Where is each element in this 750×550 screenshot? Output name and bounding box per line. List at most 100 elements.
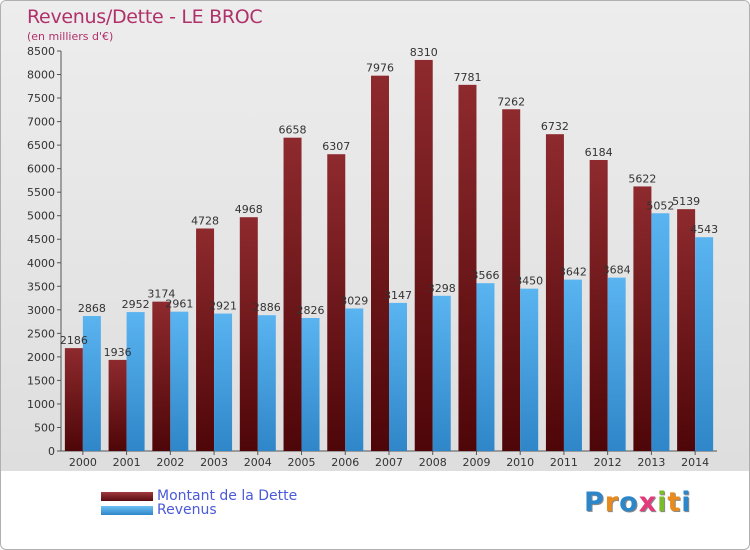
data-label-debt-2012: 6184 <box>585 146 613 159</box>
bar-revenus-2008 <box>432 295 451 451</box>
chart-title: Revenus/Dette - LE BROC <box>27 6 263 28</box>
y-tick-label: 2500 <box>27 327 55 340</box>
data-label-debt-2005: 6658 <box>279 124 307 137</box>
bar-revenus-2001 <box>126 312 145 451</box>
x-tick-label: 2002 <box>156 456 184 469</box>
data-label-revenus-2012: 3684 <box>603 264 631 277</box>
x-tick-label: 2011 <box>550 456 578 469</box>
data-label-revenus-2014: 4543 <box>690 223 718 236</box>
legend-swatch-revenus <box>101 505 153 515</box>
x-tick-label: 2000 <box>69 456 97 469</box>
y-tick-label: 2000 <box>27 351 55 364</box>
logo-letter: o <box>619 487 639 518</box>
data-label-debt-2002: 3174 <box>147 288 175 301</box>
bars <box>64 59 714 452</box>
legend-item-revenus: Revenus <box>101 502 217 518</box>
y-tick-label: 8500 <box>27 45 55 58</box>
bar-debt-2000 <box>64 348 83 451</box>
x-tick-label: 2005 <box>288 456 316 469</box>
x-tick-label: 2014 <box>681 456 709 469</box>
bar-revenus-2010 <box>520 288 539 451</box>
data-label-revenus-2007: 3147 <box>384 289 412 302</box>
logo-letter: P <box>584 487 605 518</box>
data-label-debt-2007: 7976 <box>366 62 394 75</box>
data-label-debt-2013: 5622 <box>628 172 656 185</box>
y-tick-label: 7500 <box>27 92 55 105</box>
y-tick-label: 4500 <box>27 233 55 246</box>
x-tick-label: 2001 <box>113 456 141 469</box>
bar-chart: 0 500 1000 1500 2000 2500 3000 3500 4000 4500 5000… <box>27 45 718 469</box>
data-label-revenus-2005: 2826 <box>297 304 325 317</box>
bar-debt-2010 <box>502 109 521 452</box>
y-tick-label: 7000 <box>27 116 55 129</box>
data-label-debt-2009: 7781 <box>453 71 481 84</box>
y-tick-label: 0 <box>48 445 55 458</box>
y-tick-label: 3500 <box>27 280 55 293</box>
data-label-revenus-2009: 3566 <box>471 269 499 282</box>
proxiti-logo: Proxiti <box>584 487 692 518</box>
bar-debt-2014 <box>677 209 696 451</box>
bar-debt-2001 <box>108 359 127 451</box>
data-label-revenus-2000: 2868 <box>78 302 106 315</box>
data-label-revenus-2013: 5052 <box>646 199 674 212</box>
legend-item-debt: Montant de la Dette <box>101 488 297 504</box>
bar-revenus-2014 <box>695 237 714 451</box>
x-tick-label: 2007 <box>375 456 403 469</box>
y-tick-label: 3000 <box>27 304 55 317</box>
legend-swatch-debt <box>101 491 153 501</box>
logo-letter: t <box>667 487 682 518</box>
data-label-revenus-2004: 2886 <box>253 301 281 314</box>
y-tick-label: 6000 <box>27 163 55 176</box>
bar-debt-2005 <box>283 137 302 451</box>
bar-revenus-2007 <box>389 302 407 451</box>
logo-letter: r <box>604 487 620 518</box>
y-tick-label: 4000 <box>27 257 55 270</box>
x-tick-label: 2004 <box>244 456 272 469</box>
bar-debt-2011 <box>545 134 564 451</box>
data-label-revenus-2003: 2921 <box>209 300 237 313</box>
y-tick-label: 8000 <box>27 69 55 82</box>
data-label-debt-2000: 2186 <box>60 334 88 347</box>
bar-revenus-2012 <box>607 277 626 451</box>
data-label-debt-2008: 8310 <box>410 46 438 59</box>
bar-debt-2006 <box>327 154 346 451</box>
y-tick-label: 500 <box>34 421 55 434</box>
legend-label-debt: Montant de la Dette <box>157 488 298 504</box>
data-label-debt-2004: 4968 <box>235 203 263 216</box>
y-tick-label: 5000 <box>27 210 55 223</box>
data-label-revenus-2011: 3642 <box>559 266 587 279</box>
x-tick-label: 2006 <box>331 456 359 469</box>
data-label-debt-2003: 4728 <box>191 215 219 228</box>
x-tick-label: 2003 <box>200 456 228 469</box>
bar-debt-2007 <box>371 75 389 452</box>
bar-revenus-2004 <box>257 315 276 451</box>
x-tick-label: 2009 <box>462 456 490 469</box>
data-label-debt-2001: 1936 <box>104 346 132 359</box>
bar-debt-2003 <box>196 228 215 451</box>
data-label-debt-2011: 6732 <box>541 120 569 133</box>
x-tick-label: 2012 <box>594 456 622 469</box>
logo-letter: i <box>657 487 668 518</box>
data-label-revenus-2001: 2952 <box>122 298 150 311</box>
x-tick-label: 2008 <box>419 456 447 469</box>
data-label-debt-2006: 6307 <box>322 140 350 153</box>
bar-debt-2004 <box>239 217 258 451</box>
logo-letter: x <box>638 487 658 518</box>
axes: 0 500 1000 1500 2000 2500 3000 3500 4000 4500 5000… <box>27 45 717 469</box>
bar-revenus-2009 <box>476 283 495 451</box>
data-label-debt-2010: 7262 <box>497 95 525 108</box>
bar-debt-2013 <box>633 186 652 451</box>
y-tick-label: 6500 <box>27 139 55 152</box>
bar-revenus-2006 <box>345 308 364 451</box>
chart-subtitle: (en milliers d'€) <box>27 30 114 43</box>
data-label-debt-2014: 5139 <box>672 195 700 208</box>
data-label-revenus-2010: 3450 <box>515 275 543 288</box>
logo-letter: i <box>681 487 692 518</box>
bar-debt-2008 <box>414 59 433 452</box>
bar-revenus-2011 <box>563 279 582 451</box>
legend-label-revenus: Revenus <box>157 502 217 518</box>
data-label-revenus-2002: 2961 <box>165 298 193 311</box>
bar-revenus-2003 <box>214 313 233 451</box>
